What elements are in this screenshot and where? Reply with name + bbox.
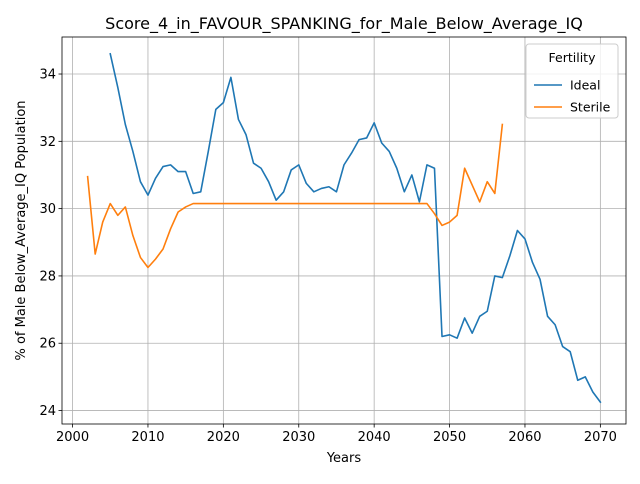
y-tick-label: 34 — [39, 68, 56, 83]
y-tick-label: 24 — [39, 404, 56, 419]
x-tick-label: 2070 — [584, 430, 617, 445]
x-tick-label: 2050 — [433, 430, 466, 445]
series-line-sterile — [86, 123, 504, 269]
y-tick-label: 26 — [39, 337, 56, 352]
x-tick-label: 2030 — [282, 430, 315, 445]
series-line-ideal — [109, 52, 602, 404]
y-axis-label: % of Male Below_Average_IQ Population — [14, 100, 29, 360]
series-lines — [86, 52, 602, 404]
x-tick-label: 2040 — [358, 430, 391, 445]
axis-ticks: 2000 2010 2020 2030 2040 2050 2060 2070 24 26 28 30… — [39, 68, 616, 445]
x-tick-label: 2060 — [508, 430, 541, 445]
legend-label-ideal: Ideal — [570, 78, 600, 93]
y-tick-label: 32 — [39, 135, 56, 150]
y-tick-label: 30 — [39, 202, 56, 217]
chart-title: Score_4_in_FAVOUR_SPANKING_for_Male_Belo… — [105, 14, 583, 34]
x-axis-label: Years — [326, 451, 362, 466]
x-tick-label: 2020 — [207, 430, 240, 445]
x-tick-label: 2000 — [56, 430, 89, 445]
legend-label-sterile: Sterile — [570, 100, 611, 115]
legend-entries: Ideal Sterile — [534, 78, 611, 115]
plot-area-frame — [61, 36, 627, 425]
x-tick-label: 2010 — [131, 430, 164, 445]
y-tick-label: 28 — [39, 269, 56, 284]
legend-title: Fertility — [549, 50, 597, 65]
legend-box — [525, 43, 619, 119]
legend: Fertility Ideal Sterile — [525, 43, 619, 119]
